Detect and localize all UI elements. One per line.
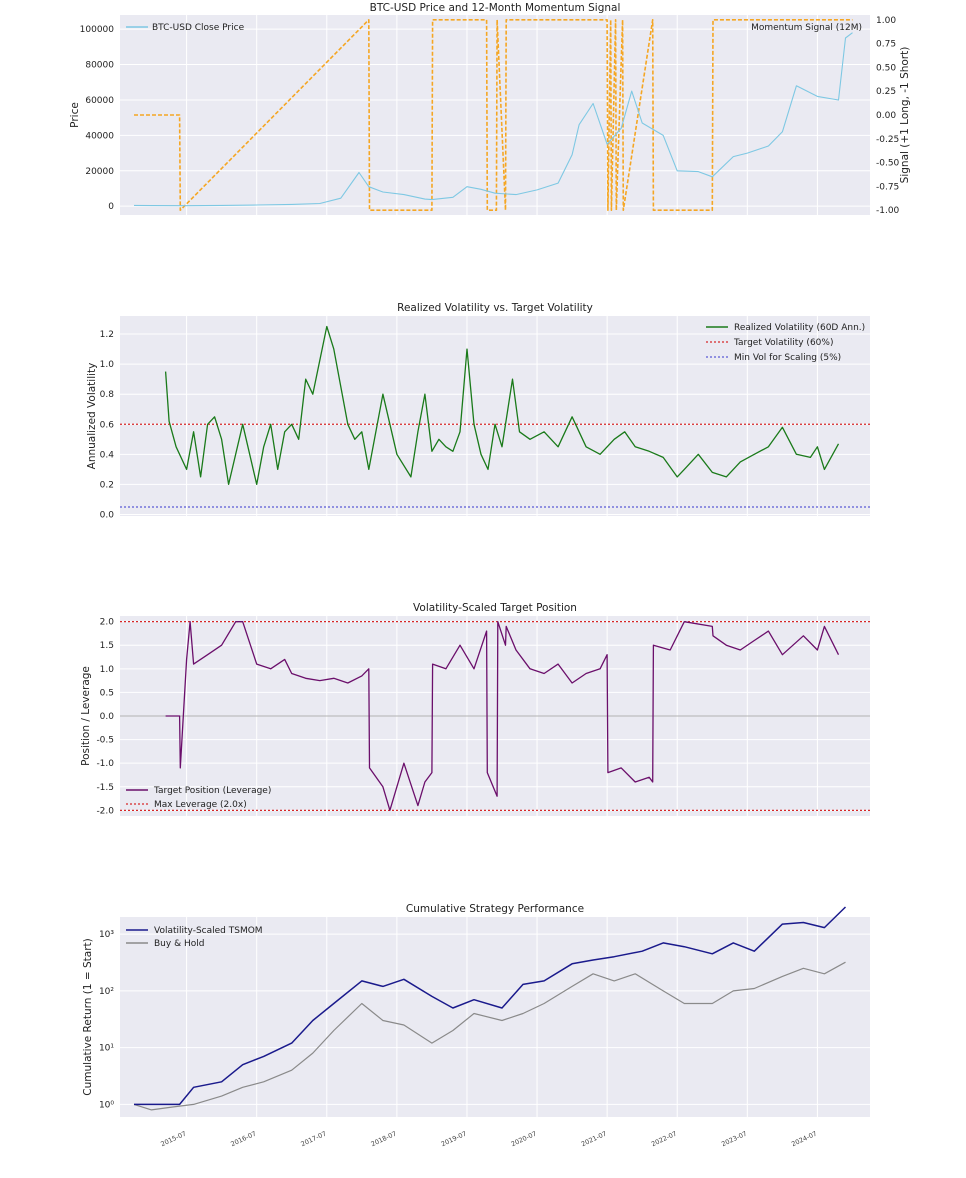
volatility-chart: 0.0 0.2 0.4 0.6 0.8 1.0 1.2 Realized Volatilit… bbox=[86, 302, 870, 520]
y-tick-label: 0.8 bbox=[100, 390, 115, 400]
realized-vol-line bbox=[164, 325, 840, 486]
x-tick-label: 2022-07 bbox=[650, 1130, 678, 1149]
price-momentum-chart: 0 20000 40000 60000 80000 100000 -1.00 -0.75 -0… bbox=[69, 2, 911, 216]
y-tick-label: 0.6 bbox=[100, 420, 115, 430]
cumulative-performance-chart: 10⁰ 10¹ 10² 10³ 2015-07 2016-07 2017-07 2018-0… bbox=[82, 903, 870, 1148]
y-tick-label: 0.2 bbox=[100, 480, 114, 490]
legend: Volatility-Scaled TSMOM Buy & Hold bbox=[126, 926, 263, 949]
y-axis-label: Position / Leverage bbox=[80, 666, 92, 766]
y-axis-ticks: 0.0 0.2 0.4 0.6 0.8 1.0 1.2 bbox=[100, 330, 115, 520]
grid bbox=[120, 917, 870, 1117]
y-tick-label: 0.0 bbox=[100, 712, 115, 722]
y-tick-label: -0.25 bbox=[876, 135, 899, 145]
legend-label-target-vol: Target Volatility (60%) bbox=[733, 338, 833, 348]
x-tick-label: 2016-07 bbox=[230, 1130, 258, 1149]
y-tick-label: -0.75 bbox=[876, 182, 899, 192]
y-tick-label: 1.0 bbox=[100, 665, 115, 675]
y-axis-label: Price bbox=[69, 102, 81, 128]
y-tick-label: 2.0 bbox=[100, 618, 115, 628]
legend-label-tsmom: Volatility-Scaled TSMOM bbox=[154, 926, 263, 936]
target-position-line bbox=[165, 621, 840, 811]
y-axis-ticks: 0 20000 40000 60000 80000 100000 bbox=[80, 25, 115, 212]
tsmom-line bbox=[134, 906, 847, 1106]
series-layer bbox=[133, 19, 853, 211]
legend-label-max-leverage: Max Leverage (2.0x) bbox=[154, 800, 247, 810]
y-tick-label: -0.50 bbox=[876, 159, 900, 169]
x-tick-label: 2015-07 bbox=[159, 1130, 187, 1149]
y-tick-label: -1.0 bbox=[96, 759, 114, 769]
plot-area bbox=[120, 316, 870, 516]
x-tick-label: 2018-07 bbox=[370, 1130, 398, 1149]
y-tick-label: 0.00 bbox=[876, 111, 896, 121]
y-tick-label: 10⁰ bbox=[99, 1100, 114, 1110]
y-tick-label: 100000 bbox=[80, 25, 115, 35]
y-tick-label: 60000 bbox=[85, 96, 114, 106]
plot-area bbox=[120, 15, 870, 215]
y-tick-label: -1.00 bbox=[876, 206, 900, 216]
y-tick-label: 40000 bbox=[85, 131, 114, 141]
y-axis-ticks: -2.0 -1.5 -1.0 -0.5 0.0 0.5 1.0 1.5 2.0 bbox=[96, 618, 114, 817]
x-tick-label: 2019-07 bbox=[440, 1130, 468, 1149]
y-tick-label: 10³ bbox=[99, 930, 114, 940]
y-tick-label: -0.5 bbox=[96, 736, 114, 746]
legend-label-position: Target Position (Leverage) bbox=[153, 786, 271, 796]
legend-label-min-vol: Min Vol for Scaling (5%) bbox=[734, 353, 841, 363]
x-tick-label: 2023-07 bbox=[720, 1130, 748, 1149]
series-layer bbox=[120, 621, 870, 811]
y-tick-label: 10² bbox=[99, 987, 114, 997]
series-layer bbox=[133, 906, 847, 1111]
y-tick-label: 0.5 bbox=[100, 688, 114, 698]
y-axis-ticks: 10⁰ 10¹ 10² 10³ bbox=[99, 930, 114, 1110]
y-tick-label: 1.0 bbox=[100, 360, 115, 370]
chart-title: Realized Volatility vs. Target Volatilit… bbox=[397, 302, 593, 314]
y-tick-label: 20000 bbox=[85, 167, 114, 177]
y-tick-label: -2.0 bbox=[96, 806, 114, 816]
y2-axis-label: Signal (+1 Long, -1 Short) bbox=[899, 47, 911, 184]
x-tick-label: 2024-07 bbox=[790, 1130, 818, 1149]
legend: Target Position (Leverage) Max Leverage … bbox=[126, 786, 271, 810]
y-tick-label: 1.2 bbox=[100, 330, 114, 340]
y-axis-label: Cumulative Return (1 = Start) bbox=[82, 938, 94, 1095]
x-tick-label: 2020-07 bbox=[510, 1130, 538, 1149]
x-tick-label: 2021-07 bbox=[580, 1130, 608, 1149]
legend-right: Momentum Signal (12M) bbox=[751, 23, 862, 33]
position-chart: -2.0 -1.5 -1.0 -0.5 0.0 0.5 1.0 1.5 2.0 Volatili… bbox=[80, 602, 870, 816]
y-tick-label: 0.75 bbox=[876, 40, 896, 50]
y-tick-label: 0.4 bbox=[100, 450, 115, 460]
legend: Realized Volatility (60D Ann.) Target Vo… bbox=[706, 323, 865, 363]
y-tick-label: 10¹ bbox=[99, 1044, 114, 1054]
chart-title: Volatility-Scaled Target Position bbox=[413, 602, 577, 614]
legend-label-buy-hold: Buy & Hold bbox=[154, 939, 204, 949]
y-tick-label: 0.0 bbox=[100, 510, 115, 520]
legend-label-realized-vol: Realized Volatility (60D Ann.) bbox=[734, 323, 865, 333]
legend-label-price: BTC-USD Close Price bbox=[152, 23, 245, 33]
y-tick-label: 0.50 bbox=[876, 63, 896, 73]
momentum-signal-line bbox=[134, 19, 853, 211]
y-tick-label: 80000 bbox=[85, 61, 114, 71]
series-layer bbox=[120, 325, 870, 508]
y2-axis-ticks: -1.00 -0.75 -0.50 -0.25 0.00 0.25 0.50 0.75 1.00 bbox=[876, 16, 900, 216]
grid bbox=[120, 316, 870, 516]
plot-area bbox=[120, 917, 870, 1117]
y-tick-label: 0 bbox=[108, 202, 114, 212]
buy-hold-line bbox=[133, 961, 846, 1111]
y-tick-label: 1.5 bbox=[100, 641, 114, 651]
y-axis-label: Annualized Volatility bbox=[86, 363, 98, 470]
chart-title: BTC-USD Price and 12-Month Momentum Sign… bbox=[370, 2, 621, 14]
legend-label-momentum: Momentum Signal (12M) bbox=[751, 23, 862, 33]
chart-title: Cumulative Strategy Performance bbox=[406, 903, 584, 915]
legend-left: BTC-USD Close Price bbox=[126, 23, 245, 33]
y-tick-label: 1.00 bbox=[876, 16, 896, 26]
grid bbox=[120, 15, 870, 215]
btc-price-line bbox=[133, 32, 853, 207]
y-tick-label: -1.5 bbox=[96, 783, 114, 793]
y-tick-label: 0.25 bbox=[876, 87, 896, 97]
x-axis-ticks: 2015-07 2016-07 2017-07 2018-07 2019-07 2020-… bbox=[159, 1130, 818, 1149]
x-tick-label: 2017-07 bbox=[300, 1130, 328, 1149]
